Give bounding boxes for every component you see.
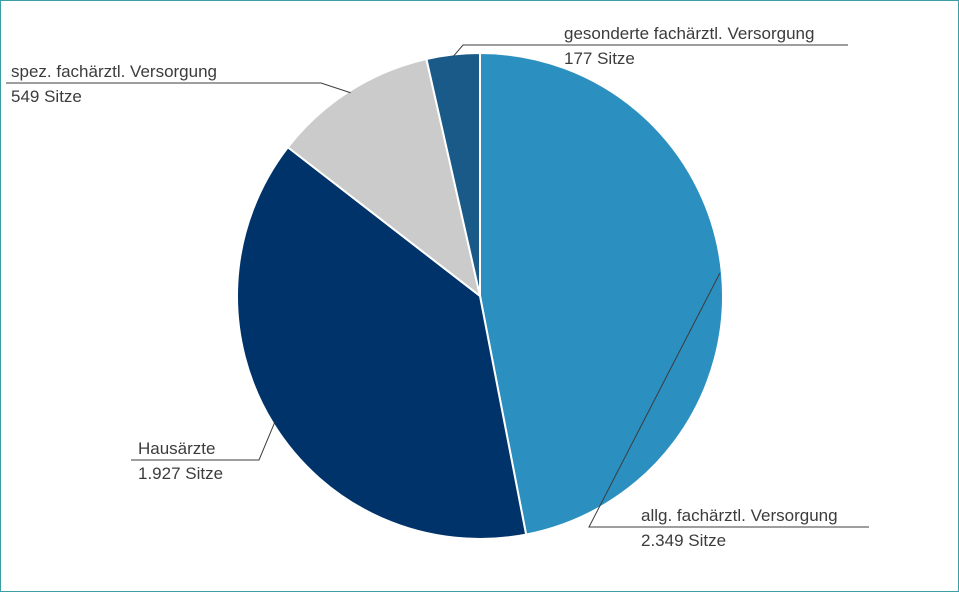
slice-label-3: gesonderte fachärztl. Versorgung xyxy=(564,24,814,43)
leader-line-2 xyxy=(6,82,351,94)
pie-slice-0 xyxy=(479,51,724,536)
slice-label-1: Hausärzte xyxy=(138,439,215,458)
slice-value-2: 549 Sitze xyxy=(11,87,82,106)
slice-value-0: 2.349 Sitze xyxy=(641,531,726,550)
slice-value-1: 1.927 Sitze xyxy=(138,464,223,483)
leader-line-0 xyxy=(588,272,869,528)
pie-slice-2 xyxy=(286,57,482,299)
pie-slice-3 xyxy=(425,51,481,297)
slice-value-3: 177 Sitze xyxy=(564,49,635,68)
leader-line-3 xyxy=(452,44,848,57)
leader-line-1 xyxy=(131,422,276,461)
pie-slice-1 xyxy=(236,145,528,540)
slice-label-0: allg. fachärztl. Versorgung xyxy=(641,506,838,525)
slice-label-2: spez. fachärztl. Versorgung xyxy=(11,62,217,81)
